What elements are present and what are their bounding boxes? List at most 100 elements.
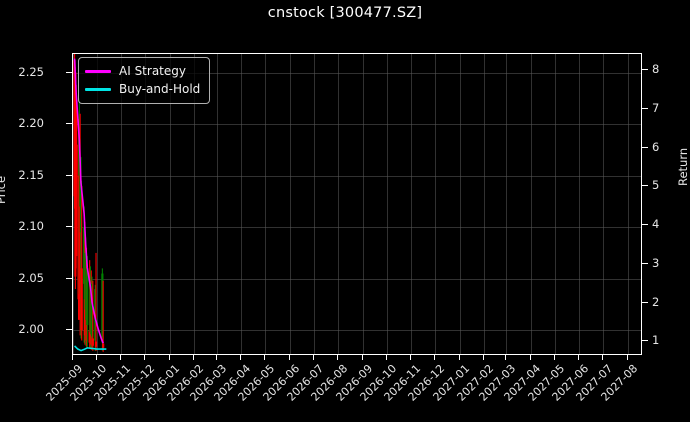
y2-tick-label: 7	[652, 100, 660, 115]
x-tick-mark	[626, 355, 628, 360]
gridline-v	[121, 54, 123, 354]
candlestick-body	[94, 341, 98, 347]
gridline-v	[216, 54, 218, 354]
candlestick-body	[80, 268, 83, 331]
y-tick-label: 2.20	[18, 116, 44, 131]
candlestick-body	[89, 278, 92, 333]
candlestick-body	[86, 268, 89, 326]
y2-tick-mark	[642, 146, 648, 148]
candlestick-body	[101, 273, 104, 343]
y-tick-label: 2.00	[18, 322, 44, 337]
y-tick-label: 2.10	[18, 219, 44, 234]
candlestick-body	[102, 343, 105, 348]
legend-label-buy-and-hold: Buy-and-Hold	[119, 82, 201, 96]
gridline-v	[73, 54, 74, 354]
candlestick-body	[90, 334, 93, 345]
legend-label-ai-strategy: AI Strategy	[119, 64, 186, 78]
legend-item: AI Strategy	[85, 62, 200, 80]
y-tick-label: 2.25	[18, 64, 44, 79]
x-tick-mark	[385, 355, 387, 360]
y2-tick-mark	[642, 301, 648, 303]
plot-canvas	[73, 54, 641, 354]
gridline-v	[531, 54, 533, 354]
gridline-v	[169, 54, 171, 354]
gridline-v	[145, 54, 147, 354]
data-layer	[73, 54, 107, 352]
y2-tick-label: 6	[652, 139, 660, 154]
series-line-ai-strategy	[73, 58, 104, 344]
gridline-h	[73, 278, 641, 280]
gridline-v	[194, 54, 196, 354]
y-tick-mark	[66, 71, 72, 73]
candlestick-body	[83, 299, 87, 336]
gridline-v	[579, 54, 581, 354]
gridline-h	[73, 175, 641, 177]
x-tick-mark	[240, 355, 242, 360]
plot-area: AI Strategy Buy-and-Hold	[72, 53, 642, 355]
y2-tick-mark	[642, 262, 648, 264]
y-tick-mark	[66, 123, 72, 125]
gridlines	[73, 54, 641, 354]
gridline-v	[627, 54, 629, 354]
candlestick-body	[84, 252, 87, 310]
x-tick-mark	[168, 355, 170, 360]
y-tick-mark	[66, 226, 72, 228]
y-tick-mark	[66, 329, 72, 331]
x-tick-mark	[144, 355, 146, 360]
x-tick-mark	[264, 355, 266, 360]
legend-swatch-ai-strategy	[85, 69, 111, 73]
y2-tick-mark	[642, 340, 648, 342]
x-tick-mark	[553, 355, 555, 360]
legend: AI Strategy Buy-and-Hold	[78, 57, 211, 104]
y-tick-mark	[66, 277, 72, 279]
candlestick-body	[79, 206, 82, 320]
gridline-h	[73, 330, 641, 332]
candlestick-body	[88, 330, 91, 343]
gridline-v	[313, 54, 315, 354]
gridline-v	[603, 54, 605, 354]
x-tick-mark	[505, 355, 507, 360]
gridline-v	[386, 54, 388, 354]
gridline-v	[435, 54, 436, 354]
x-tick-mark	[458, 355, 460, 360]
series-line-buy-and-hold	[74, 345, 107, 352]
y2-tick-label: 2	[652, 294, 660, 309]
candlestick-body	[75, 108, 78, 257]
gridline-v	[289, 54, 291, 354]
x-tick-mark	[483, 355, 485, 360]
x-tick-mark	[434, 355, 435, 360]
gridline-v	[506, 54, 508, 354]
gridline-v	[411, 54, 413, 354]
x-tick-mark	[288, 355, 290, 360]
y2-tick-label: 5	[652, 178, 660, 193]
candlestick-body	[83, 227, 86, 284]
x-tick-mark	[193, 355, 195, 360]
y2-tick-mark	[642, 185, 648, 187]
gridline-v	[265, 54, 267, 354]
candlestick-body	[91, 338, 94, 346]
x-tick-mark	[120, 355, 122, 360]
x-tick-mark	[578, 355, 580, 360]
candlestick-body	[85, 319, 88, 341]
x-tick-mark	[72, 355, 73, 360]
y2-tick-label: 4	[652, 217, 660, 232]
chart-title: cnstock [300477.SZ]	[267, 5, 423, 21]
gridline-v	[338, 54, 340, 354]
gridline-h	[73, 124, 641, 126]
y-tick-label: 2.15	[18, 167, 44, 182]
x-tick-mark	[410, 355, 412, 360]
y2-tick-mark	[642, 107, 648, 109]
x-tick-mark	[337, 355, 339, 360]
candlestick-body	[90, 283, 94, 337]
y-tick-label: 2.05	[18, 270, 44, 285]
gridline-v	[96, 54, 98, 354]
x-tick-mark	[95, 355, 97, 360]
candlestick-body	[77, 144, 80, 300]
y2-tick-mark	[642, 69, 648, 71]
y2-tick-label: 1	[652, 333, 660, 348]
y2-tick-label: 3	[652, 255, 660, 270]
gridline-h	[73, 72, 641, 74]
gridline-h	[73, 227, 641, 229]
y2-tick-mark	[642, 224, 648, 226]
